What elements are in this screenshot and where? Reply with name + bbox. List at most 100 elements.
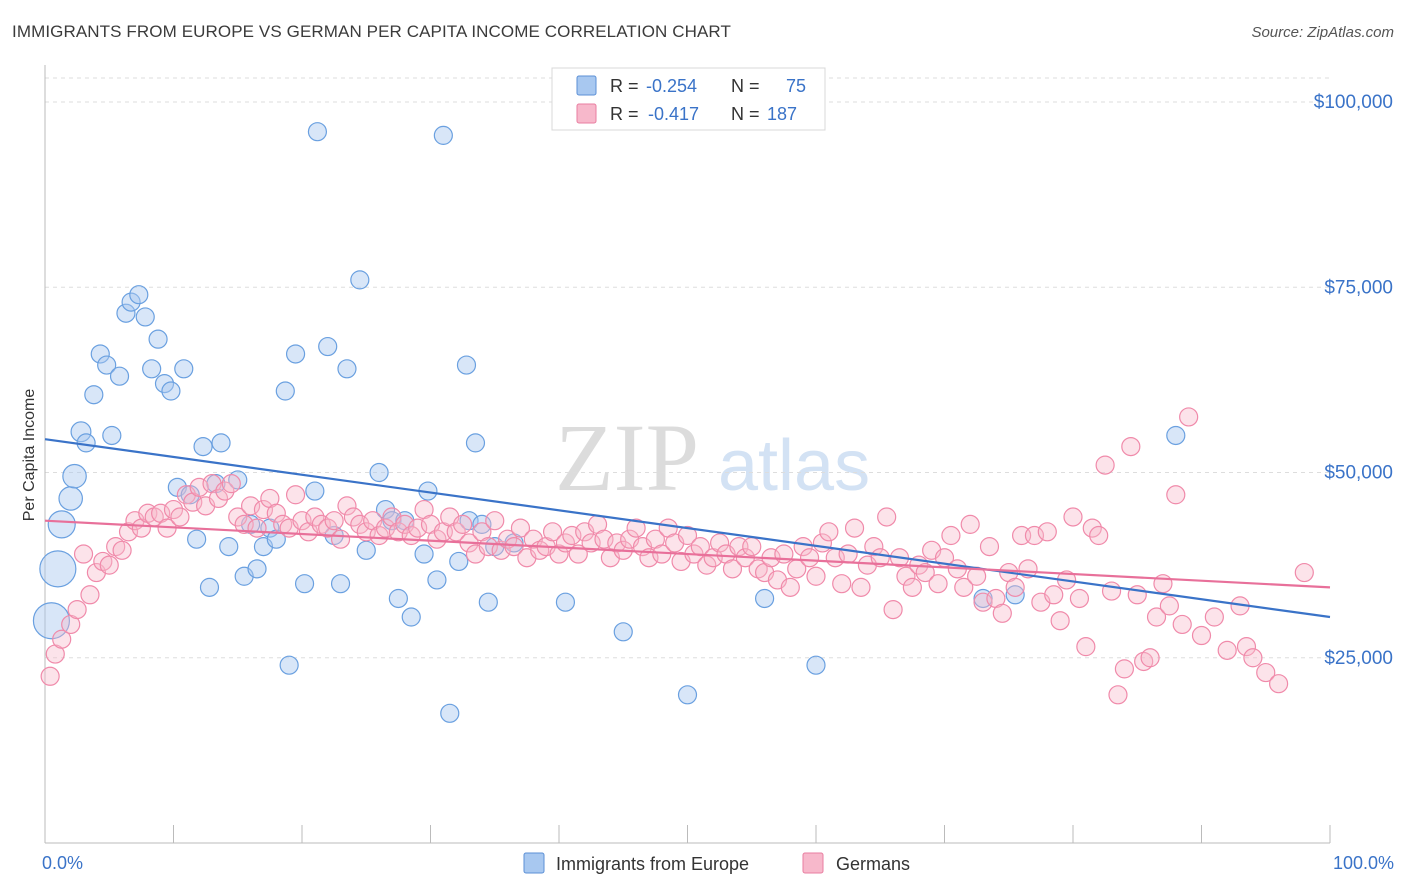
watermark-zip: ZIP (555, 404, 699, 511)
point-germans (504, 537, 524, 557)
point-germans (902, 577, 922, 597)
point-germans (1044, 585, 1064, 605)
point-germans (697, 555, 717, 575)
point-germans (581, 533, 601, 553)
point-immigrants (330, 574, 351, 594)
point-immigrants (135, 307, 155, 327)
point-germans (780, 577, 800, 597)
point-germans (1217, 640, 1237, 660)
point-immigrants (247, 559, 267, 579)
point-immigrants (121, 292, 141, 312)
point-immigrants (356, 540, 376, 560)
point-immigrants (465, 433, 486, 453)
point-germans (710, 533, 730, 553)
point-germans (877, 507, 897, 527)
point-germans (1140, 648, 1160, 668)
point-germans (1294, 562, 1314, 583)
point-germans (549, 544, 569, 564)
trend-line-immigrants (44, 438, 1331, 619)
point-germans (112, 540, 132, 560)
point-germans (1236, 637, 1257, 657)
point-germans (607, 533, 627, 553)
point-germans (330, 529, 351, 549)
point-germans (1243, 648, 1263, 668)
point-germans (1108, 685, 1128, 705)
point-germans (446, 522, 466, 542)
zipatlas-watermark: ZIP atlas (555, 404, 870, 511)
point-immigrants (414, 544, 434, 564)
point-immigrants (285, 344, 306, 364)
point-immigrants (102, 425, 122, 446)
point-immigrants (109, 366, 130, 386)
y-tick-label: $75,000 (1324, 277, 1393, 298)
point-immigrants (47, 510, 76, 539)
point-germans (883, 599, 903, 620)
point-germans (510, 518, 531, 538)
point-immigrants (193, 436, 213, 457)
point-germans (1018, 559, 1038, 579)
point-immigrants (369, 462, 389, 483)
point-germans (1268, 674, 1289, 694)
point-germans (491, 540, 511, 560)
point-germans (1095, 455, 1115, 475)
legend-r-label-blue: R = (610, 76, 639, 96)
point-immigrants (337, 359, 357, 379)
point-germans (864, 537, 884, 557)
point-immigrants (294, 574, 315, 594)
point-germans (1121, 436, 1141, 457)
legend-label-immigrants: Immigrants from Europe (556, 854, 749, 874)
point-immigrants (478, 592, 498, 612)
point-germans (799, 548, 820, 568)
chart-title: IMMIGRANTS FROM EUROPE VS GERMAN PER CAP… (12, 22, 731, 41)
point-germans (941, 525, 961, 546)
legend-n-label-pink: N = (731, 104, 760, 124)
point-immigrants (148, 329, 168, 349)
legend-swatch-pink (576, 103, 597, 124)
point-immigrants (187, 529, 207, 549)
point-immigrants (39, 550, 77, 588)
y-tick-labels: $25,000 $50,000 $75,000 $100,000 (1314, 92, 1393, 669)
point-germans (844, 518, 865, 538)
point-immigrants (440, 703, 460, 723)
point-immigrants (97, 355, 117, 375)
point-immigrants (388, 588, 408, 609)
x-tick-label: 0.0% (42, 853, 83, 873)
legend-n-value-blue: 75 (786, 76, 806, 96)
point-germans (388, 522, 408, 542)
point-germans (851, 577, 871, 597)
point-immigrants (70, 421, 92, 443)
point-germans (99, 555, 119, 575)
point-germans (973, 592, 993, 612)
trend-line-germans (44, 519, 1331, 589)
point-germans (234, 514, 254, 534)
point-immigrants (76, 433, 96, 453)
trend-lines (44, 438, 1331, 619)
point-immigrants (472, 514, 492, 534)
point-immigrants (142, 359, 162, 379)
point-immigrants (84, 385, 104, 405)
point-immigrants (613, 622, 633, 642)
point-germans (163, 499, 184, 520)
axes (44, 65, 1331, 844)
point-germans (677, 525, 698, 546)
point-germans (253, 499, 274, 520)
point-germans (1050, 611, 1070, 631)
y-tick-label: $50,000 (1324, 463, 1393, 484)
point-germans (292, 511, 312, 531)
point-immigrants (449, 551, 469, 572)
point-immigrants (154, 374, 175, 394)
point-germans (170, 507, 190, 527)
point-germans (40, 666, 60, 686)
series-germans-points (40, 407, 1314, 705)
point-germans (305, 507, 325, 527)
point-germans (562, 525, 582, 546)
point-germans (1101, 581, 1122, 601)
point-immigrants (62, 463, 87, 489)
point-immigrants (174, 359, 194, 379)
point-germans (118, 522, 139, 542)
point-immigrants (754, 588, 775, 609)
point-immigrants (350, 270, 370, 290)
point-germans (369, 525, 389, 546)
point-germans (337, 496, 357, 516)
point-immigrants (90, 344, 110, 364)
